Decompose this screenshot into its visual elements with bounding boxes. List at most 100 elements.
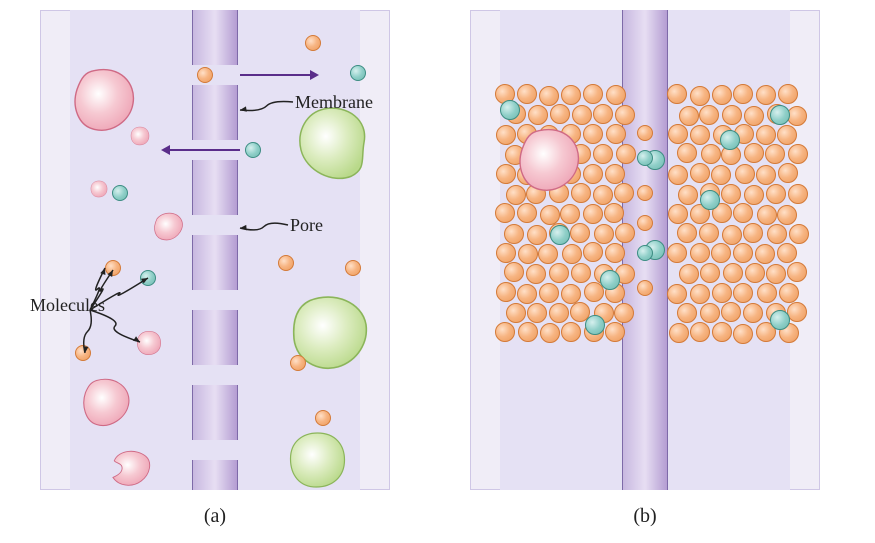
teal-molecule [245, 142, 261, 158]
orange-molecule [496, 282, 516, 302]
orange-molecule [733, 243, 753, 263]
teal-molecule [112, 185, 128, 201]
orange-molecule [668, 124, 688, 144]
orange-molecule [777, 205, 797, 225]
orange-molecule [561, 284, 581, 304]
orange-molecule [278, 255, 294, 271]
orange-molecule [606, 124, 626, 144]
orange-molecule [700, 303, 720, 323]
orange-molecule [711, 165, 731, 185]
orange-molecule [315, 410, 331, 426]
leader-line [230, 92, 303, 120]
pink-molecule [80, 370, 135, 435]
pink-molecule [145, 210, 190, 245]
orange-molecule [679, 106, 699, 126]
orange-molecule-in-membrane [637, 280, 653, 296]
orange-molecule [527, 225, 547, 245]
orange-molecule [711, 243, 731, 263]
orange-molecule [743, 303, 763, 323]
pink-molecule [515, 110, 585, 210]
orange-molecule [788, 184, 808, 204]
figure-root: { "labels": { "membrane": "Membrane", "p… [0, 0, 875, 543]
membrane-segment [192, 385, 238, 440]
membrane-segment [192, 10, 238, 65]
orange-molecule [700, 263, 720, 283]
leader-line [230, 215, 298, 238]
orange-molecule [721, 184, 741, 204]
teal-molecule-in-membrane [637, 245, 653, 261]
orange-molecule [583, 164, 603, 184]
orange-molecule [526, 264, 546, 284]
orange-molecule [517, 284, 537, 304]
orange-molecule [570, 223, 590, 243]
orange-molecule [677, 223, 697, 243]
orange-molecule [540, 323, 560, 343]
teal-molecule [585, 315, 605, 335]
orange-molecule [744, 185, 764, 205]
orange-molecule [290, 355, 306, 371]
orange-molecule [583, 242, 603, 262]
orange-molecule [539, 86, 559, 106]
orange-molecule [735, 164, 755, 184]
orange-molecule [197, 67, 213, 83]
orange-molecule [722, 225, 742, 245]
teal-molecule [700, 190, 720, 210]
orange-molecule [518, 244, 538, 264]
orange-molecule [690, 322, 710, 342]
green-molecule [285, 430, 350, 490]
caption-b: (b) [625, 505, 665, 528]
leader-line [80, 258, 115, 320]
orange-molecule [757, 283, 777, 303]
membrane-segment [192, 310, 238, 365]
orange-molecule [305, 35, 321, 51]
orange-molecule [743, 223, 763, 243]
orange-molecule-in-membrane [637, 185, 653, 201]
orange-molecule [701, 144, 721, 164]
orange-molecule [605, 243, 625, 263]
orange-molecule [562, 244, 582, 264]
orange-molecule [606, 85, 626, 105]
diffusion-arrow-right [240, 74, 310, 76]
panel-a: MembranePoreMolecules [40, 10, 390, 490]
orange-molecule [668, 204, 688, 224]
membrane-segment [192, 160, 238, 215]
orange-molecule [669, 323, 689, 343]
diffusion-arrow-left [170, 149, 240, 151]
orange-molecule [677, 303, 697, 323]
orange-molecule-in-membrane [637, 125, 653, 141]
orange-molecule [699, 105, 719, 125]
pink-molecule [130, 125, 150, 147]
panel-b [470, 10, 820, 490]
orange-molecule [496, 125, 516, 145]
orange-molecule [757, 205, 777, 225]
caption-a: (a) [195, 505, 235, 528]
orange-molecule [345, 260, 361, 276]
orange-molecule [679, 264, 699, 284]
orange-molecule [766, 184, 786, 204]
orange-molecule [787, 106, 807, 126]
orange-molecule [604, 203, 624, 223]
orange-molecule [571, 263, 591, 283]
orange-molecule [583, 204, 603, 224]
orange-molecule [756, 85, 776, 105]
orange-molecule [779, 283, 799, 303]
orange-molecule [712, 283, 732, 303]
orange-molecule [668, 165, 688, 185]
orange-molecule [496, 243, 516, 263]
orange-molecule [756, 125, 776, 145]
orange-molecule [733, 324, 753, 344]
orange-molecule-in-membrane [637, 215, 653, 231]
orange-molecule [616, 144, 636, 164]
orange-molecule [789, 224, 809, 244]
orange-molecule [690, 284, 710, 304]
pink-molecule [90, 180, 108, 198]
orange-molecule [495, 203, 515, 223]
orange-molecule [594, 224, 614, 244]
teal-molecule [770, 310, 790, 330]
orange-molecule [723, 263, 743, 283]
orange-molecule [767, 224, 787, 244]
teal-molecule [600, 270, 620, 290]
orange-molecule [756, 165, 776, 185]
orange-molecule [593, 185, 613, 205]
orange-molecule [667, 284, 687, 304]
